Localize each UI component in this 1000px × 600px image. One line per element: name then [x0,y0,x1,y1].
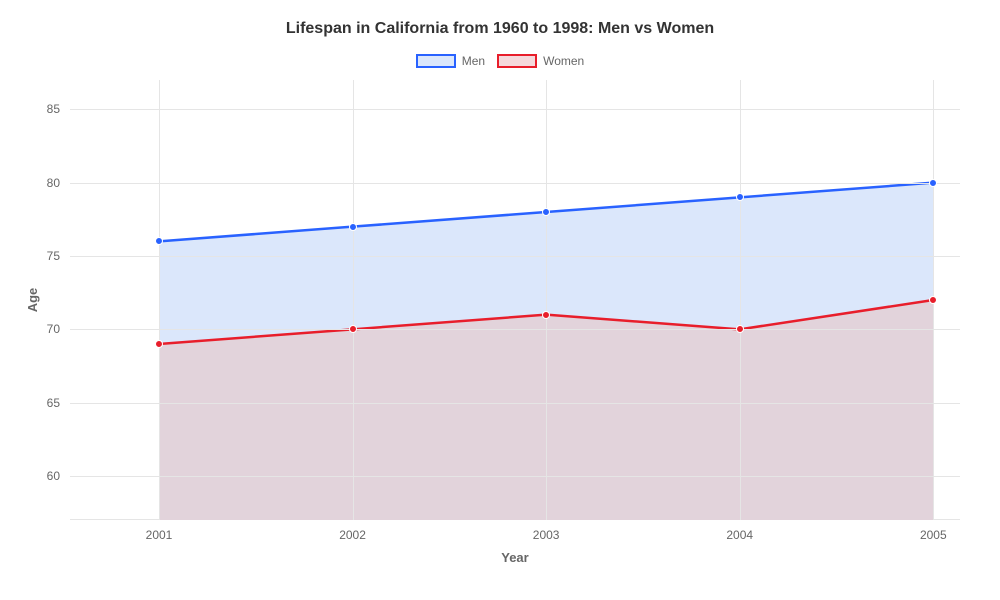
y-tick-label: 60 [47,469,60,483]
legend-label-men: Men [462,54,485,68]
marker-men [542,208,550,216]
legend-item-women: Women [497,54,584,68]
marker-men [155,237,163,245]
legend-item-men: Men [416,54,485,68]
gridline-vertical [353,80,354,520]
x-tick-label: 2003 [533,528,560,542]
y-tick-label: 65 [47,396,60,410]
y-tick-label: 70 [47,322,60,336]
marker-men [736,193,744,201]
gridline-horizontal [70,183,960,184]
y-tick-label: 85 [47,102,60,116]
x-axis-label: Year [70,550,960,565]
marker-women [929,296,937,304]
marker-women [349,325,357,333]
legend-label-women: Women [543,54,584,68]
marker-women [736,325,744,333]
legend: Men Women [0,54,1000,68]
marker-women [542,311,550,319]
y-tick-label: 75 [47,249,60,263]
x-tick-label: 2004 [726,528,753,542]
x-tick-label: 2005 [920,528,947,542]
gridline-horizontal [70,109,960,110]
gridline-horizontal [70,403,960,404]
chart-svg-layer [70,80,960,520]
marker-men [349,223,357,231]
gridline-horizontal [70,476,960,477]
legend-swatch-women [497,54,537,68]
marker-women [155,340,163,348]
plot-area: Age Year 2001200220032004200560657075808… [70,80,960,520]
y-tick-label: 80 [47,176,60,190]
gridline-vertical [740,80,741,520]
x-tick-label: 2002 [339,528,366,542]
x-tick-label: 2001 [146,528,173,542]
gridline-horizontal [70,329,960,330]
y-axis-label: Age [25,288,40,313]
gridline-vertical [159,80,160,520]
marker-men [929,179,937,187]
legend-swatch-men [416,54,456,68]
chart-title: Lifespan in California from 1960 to 1998… [0,20,1000,38]
gridline-vertical [546,80,547,520]
gridline-horizontal [70,256,960,257]
